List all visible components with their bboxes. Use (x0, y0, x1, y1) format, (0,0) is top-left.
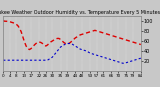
Title: Milwaukee Weather Outdoor Humidity vs. Temperature Every 5 Minutes: Milwaukee Weather Outdoor Humidity vs. T… (0, 10, 160, 15)
